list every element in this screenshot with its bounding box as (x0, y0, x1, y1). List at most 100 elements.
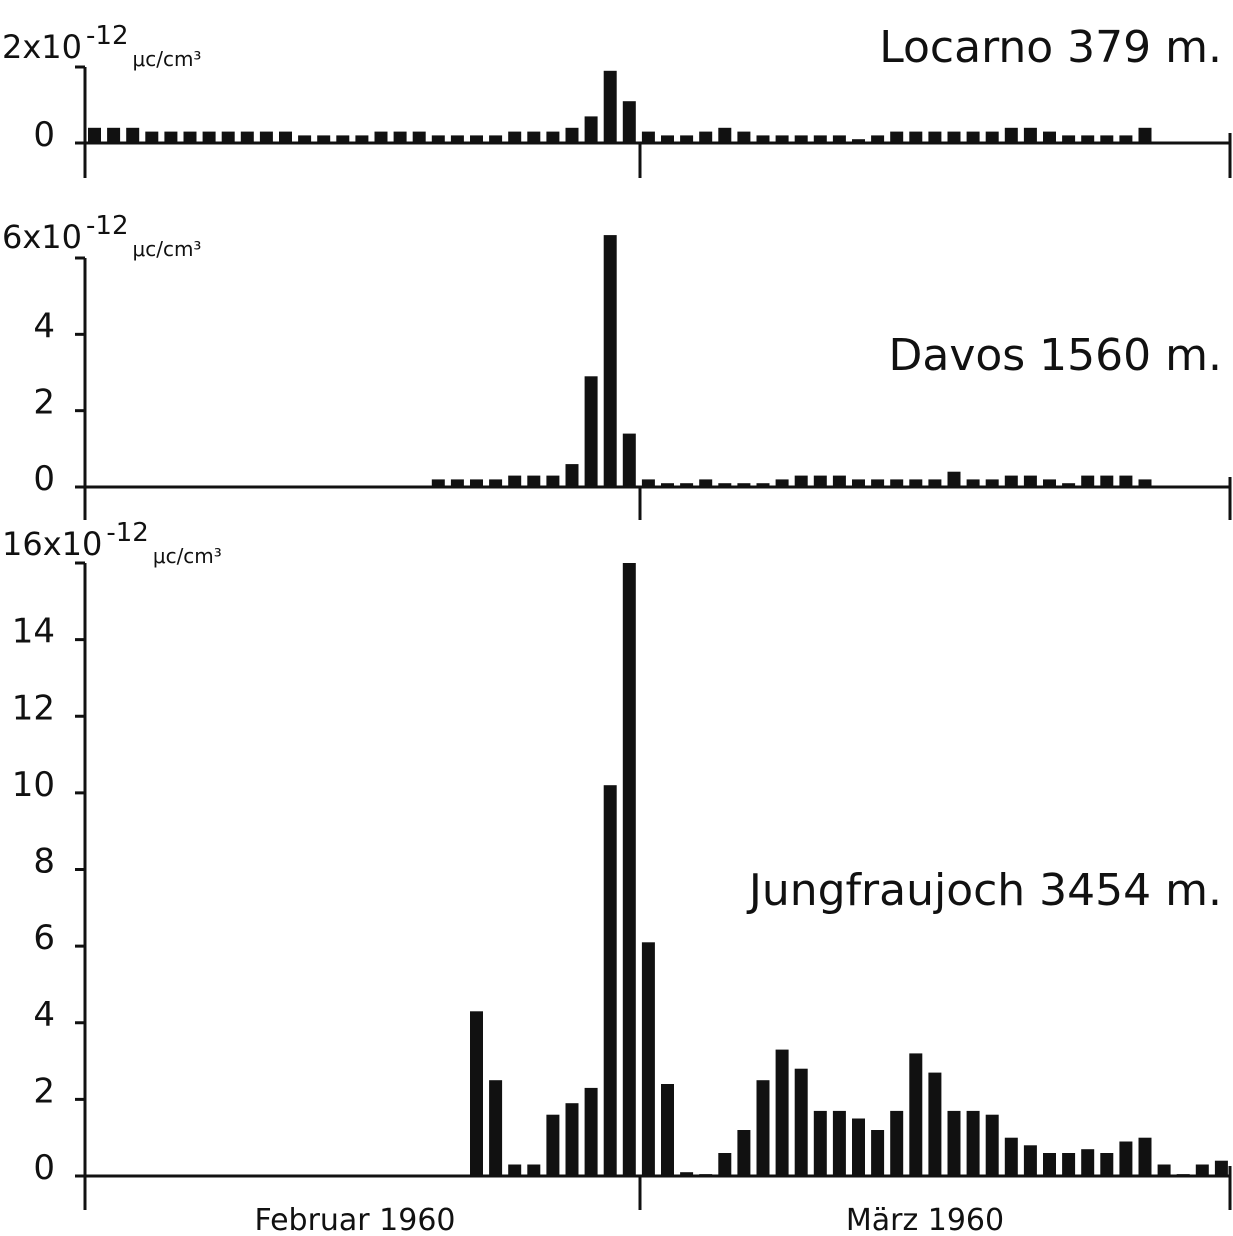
panel-locarno: 0 2x10 -12μc/cm³ Locarno 379 m. (2, 21, 1232, 178)
bar-day-39 (813, 475, 827, 487)
bar-day-33 (699, 1174, 713, 1176)
bar-day-45 (928, 479, 942, 487)
bar-day-33 (699, 131, 713, 143)
y-tick-label: 14 (12, 612, 55, 652)
bar-day-56 (1138, 479, 1152, 487)
station-label: Locarno 379 m. (879, 22, 1222, 73)
bar-day-47 (966, 131, 980, 143)
bar-day-23 (508, 1164, 522, 1176)
station-label: Jungfraujoch 3454 m. (746, 865, 1222, 916)
bar-day-38 (794, 475, 808, 487)
bar-day-50 (1023, 475, 1037, 487)
bar-day-37 (775, 1049, 789, 1176)
bar-day-19 (431, 479, 445, 487)
bar-day-46 (947, 471, 961, 487)
bar-day-15 (355, 135, 369, 143)
bar-day-40 (832, 1110, 846, 1176)
bar-day-41 (852, 479, 865, 487)
bar-day-14 (336, 135, 350, 143)
bar-day-52 (1062, 1153, 1076, 1176)
panel-davos: 0 2 4 6x10 -12μc/cm³ Davos 1560 m. (2, 211, 1232, 520)
bar-day-39 (813, 1110, 827, 1176)
y-tick-label: 0 (33, 115, 55, 155)
bar-day-29 (622, 563, 636, 1176)
bar-day-42 (871, 1130, 885, 1176)
bar-day-51 (1043, 131, 1056, 143)
unit-exponent: -12 (106, 518, 148, 548)
bar-day-26 (565, 464, 579, 487)
bar-day-30 (641, 942, 655, 1176)
bar-day-35 (737, 1130, 751, 1176)
bar-day-30 (641, 131, 655, 143)
bar-day-28 (603, 785, 617, 1176)
bar-day-49 (1004, 1137, 1018, 1176)
bar-day-41 (852, 1118, 865, 1176)
bar-day-53 (1081, 475, 1095, 487)
bar-day-26 (565, 1103, 579, 1176)
bar-day-41 (852, 139, 865, 143)
bar-day-31 (661, 483, 674, 487)
bar-day-24 (527, 475, 541, 487)
bar-day-29 (622, 101, 636, 143)
bar-day-13 (317, 135, 331, 143)
bar-day-20 (450, 135, 464, 143)
bar-day-25 (546, 131, 560, 143)
bar-day-40 (832, 135, 846, 143)
y-tick-label: 2 (33, 1071, 55, 1111)
bar-day-18 (412, 131, 426, 143)
bar-day-12 (298, 135, 312, 143)
bar-day-47 (966, 1110, 980, 1176)
bar-day-44 (909, 479, 923, 487)
bar-day-29 (622, 433, 636, 487)
unit-text: μc/cm³ (153, 544, 222, 568)
unit-text: μc/cm³ (132, 47, 201, 71)
bar-day-35 (737, 483, 751, 487)
unit-exponent: -12 (86, 211, 128, 241)
bar-day-30 (641, 479, 655, 487)
bar-day-22 (489, 135, 503, 143)
bar-day-55 (1119, 135, 1133, 143)
unit-text: μc/cm³ (132, 237, 201, 261)
bar-day-46 (947, 1110, 961, 1176)
y-tick-label: 6 (33, 918, 55, 958)
bar-day-1 (88, 127, 101, 143)
bar-day-37 (775, 135, 789, 143)
bar-day-20 (450, 479, 464, 487)
bar-day-36 (756, 483, 770, 487)
bar-day-42 (871, 135, 885, 143)
bar-day-58 (1176, 1174, 1190, 1176)
bar-day-24 (527, 1164, 541, 1176)
bar-day-17 (393, 131, 407, 143)
bar-day-55 (1119, 1141, 1133, 1176)
bar-day-5 (164, 131, 178, 143)
bar-day-48 (985, 479, 999, 487)
y-unit-label: 16x10 -12μc/cm³ (2, 518, 222, 568)
bar-day-36 (756, 135, 770, 143)
bar-day-34 (718, 1153, 732, 1176)
bar-day-2 (107, 127, 121, 143)
bar-day-51 (1043, 1153, 1056, 1176)
bar-day-26 (565, 127, 579, 143)
bar-day-21 (470, 479, 483, 487)
bar-day-8 (221, 131, 235, 143)
bar-day-46 (947, 131, 961, 143)
bar-day-22 (489, 479, 503, 487)
bar-day-21 (470, 1011, 483, 1176)
bar-day-56 (1138, 1137, 1152, 1176)
bar-day-37 (775, 479, 789, 487)
bar-day-50 (1023, 127, 1037, 143)
station-label: Davos 1560 m. (888, 330, 1222, 381)
bar-day-31 (661, 1084, 674, 1176)
y-tick-label: 2 (33, 383, 55, 423)
bar-day-45 (928, 131, 942, 143)
bar-day-23 (508, 475, 522, 487)
bar-day-38 (794, 1068, 808, 1176)
bar-day-4 (145, 131, 159, 143)
bar-day-7 (202, 131, 216, 143)
bar-day-53 (1081, 1149, 1095, 1176)
bar-day-38 (794, 135, 808, 143)
bar-day-49 (1004, 475, 1018, 487)
bar-day-9 (240, 131, 254, 143)
y-unit-label: 6x10 -12μc/cm³ (2, 211, 201, 261)
